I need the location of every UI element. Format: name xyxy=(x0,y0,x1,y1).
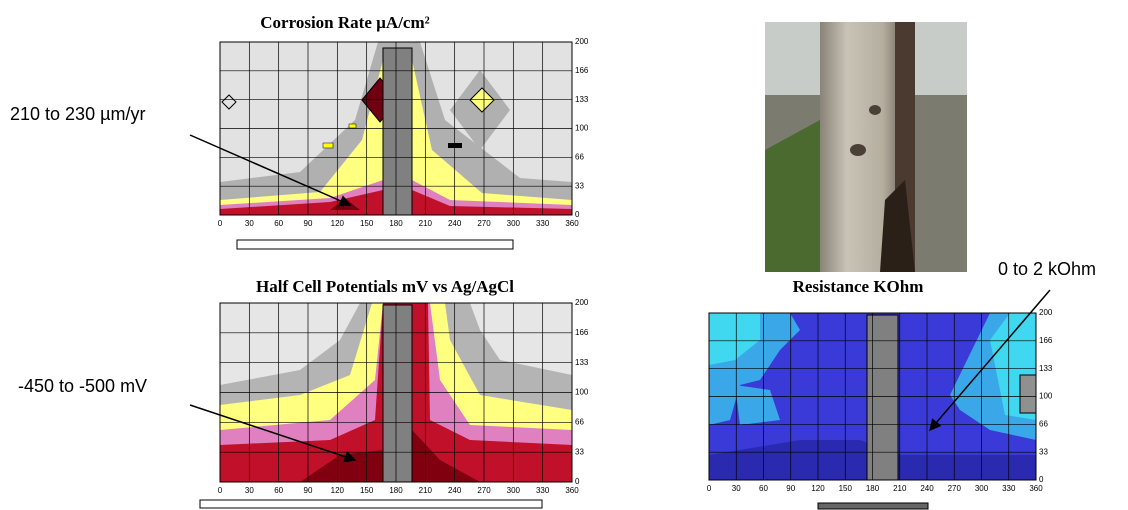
x-tick-label: 30 xyxy=(245,486,254,495)
legend-box xyxy=(817,502,929,510)
x-tick-label: 300 xyxy=(975,484,989,493)
x-tick-label: 180 xyxy=(389,486,403,495)
y-tick-label: 0 xyxy=(575,210,580,219)
column-bar xyxy=(866,314,899,481)
y-tick-label: 100 xyxy=(1039,392,1053,401)
y-tick-label: 200 xyxy=(575,298,589,307)
x-tick-label: 240 xyxy=(448,219,462,228)
x-tick-label: 360 xyxy=(565,219,579,228)
y-tick-label: 166 xyxy=(1039,336,1053,345)
x-tick-label: 330 xyxy=(1002,484,1016,493)
y-tick-label: 133 xyxy=(575,95,589,104)
y-tick-label: 133 xyxy=(575,358,589,367)
x-tick-label: 90 xyxy=(304,486,313,495)
arrow xyxy=(189,404,357,463)
x-tick-label: 30 xyxy=(245,219,254,228)
x-tick-label: 60 xyxy=(274,219,283,228)
x-tick-label: 270 xyxy=(948,484,962,493)
x-tick-label: 60 xyxy=(759,484,768,493)
x-tick-label: 120 xyxy=(331,486,345,495)
x-tick-label: 240 xyxy=(448,486,462,495)
x-tick-label: 210 xyxy=(893,484,907,493)
column-bar xyxy=(382,47,413,216)
x-tick-label: 360 xyxy=(1029,484,1043,493)
x-tick-label: 120 xyxy=(331,219,345,228)
x-tick-label: 0 xyxy=(218,486,223,495)
column-bar xyxy=(382,304,413,483)
x-tick-label: 330 xyxy=(536,219,550,228)
x-tick-label: 0 xyxy=(218,219,223,228)
y-tick-label: 166 xyxy=(575,66,589,75)
x-tick-label: 270 xyxy=(477,486,491,495)
y-tick-label: 33 xyxy=(575,181,584,190)
x-tick-label: 330 xyxy=(536,486,550,495)
x-tick-label: 210 xyxy=(419,219,433,228)
x-tick-label: 150 xyxy=(839,484,853,493)
annotation: -450 to -500 mV xyxy=(18,376,147,396)
annotation: 210 to 230 µm/yr xyxy=(10,104,145,124)
y-tick-label: 100 xyxy=(575,388,589,397)
x-tick-label: 270 xyxy=(477,219,491,228)
x-tick-label: 150 xyxy=(360,486,374,495)
x-tick-label: 240 xyxy=(920,484,934,493)
y-tick-label: 0 xyxy=(1039,475,1044,484)
x-tick-label: 90 xyxy=(786,484,795,493)
legend-box xyxy=(236,239,514,250)
panel-title: Corrosion Rate µA/cm² xyxy=(260,13,429,32)
y-tick-label: 133 xyxy=(1039,364,1053,373)
panel-title: Resistance KOhm xyxy=(793,277,924,296)
x-tick-label: 120 xyxy=(811,484,825,493)
x-tick-label: 60 xyxy=(274,486,283,495)
x-tick-label: 300 xyxy=(507,486,521,495)
arrow xyxy=(189,134,352,207)
x-tick-label: 300 xyxy=(507,219,521,228)
plot-frame xyxy=(219,302,573,483)
y-tick-label: 200 xyxy=(575,37,589,46)
y-tick-label: 200 xyxy=(1039,308,1053,317)
y-tick-label: 66 xyxy=(575,417,584,426)
x-tick-label: 180 xyxy=(389,219,403,228)
x-tick-label: 150 xyxy=(360,219,374,228)
y-tick-label: 66 xyxy=(1039,419,1048,428)
y-tick-label: 100 xyxy=(575,124,589,133)
y-tick-label: 66 xyxy=(575,152,584,161)
plot-frame xyxy=(219,41,573,216)
annotation: 0 to 2 kOhm xyxy=(998,259,1096,279)
x-tick-label: 360 xyxy=(565,486,579,495)
x-tick-label: 0 xyxy=(707,484,712,493)
x-tick-label: 180 xyxy=(866,484,880,493)
plot-frame xyxy=(708,312,1037,481)
legend-box xyxy=(199,499,543,509)
panel-title: Half Cell Potentials mV vs Ag/AgCl xyxy=(256,277,514,296)
y-tick-label: 33 xyxy=(1039,447,1048,456)
photo xyxy=(765,22,967,272)
y-tick-label: 33 xyxy=(575,447,584,456)
y-tick-label: 0 xyxy=(575,477,580,486)
x-tick-label: 30 xyxy=(732,484,741,493)
x-tick-label: 90 xyxy=(304,219,313,228)
x-tick-label: 210 xyxy=(419,486,433,495)
y-tick-label: 166 xyxy=(575,328,589,337)
